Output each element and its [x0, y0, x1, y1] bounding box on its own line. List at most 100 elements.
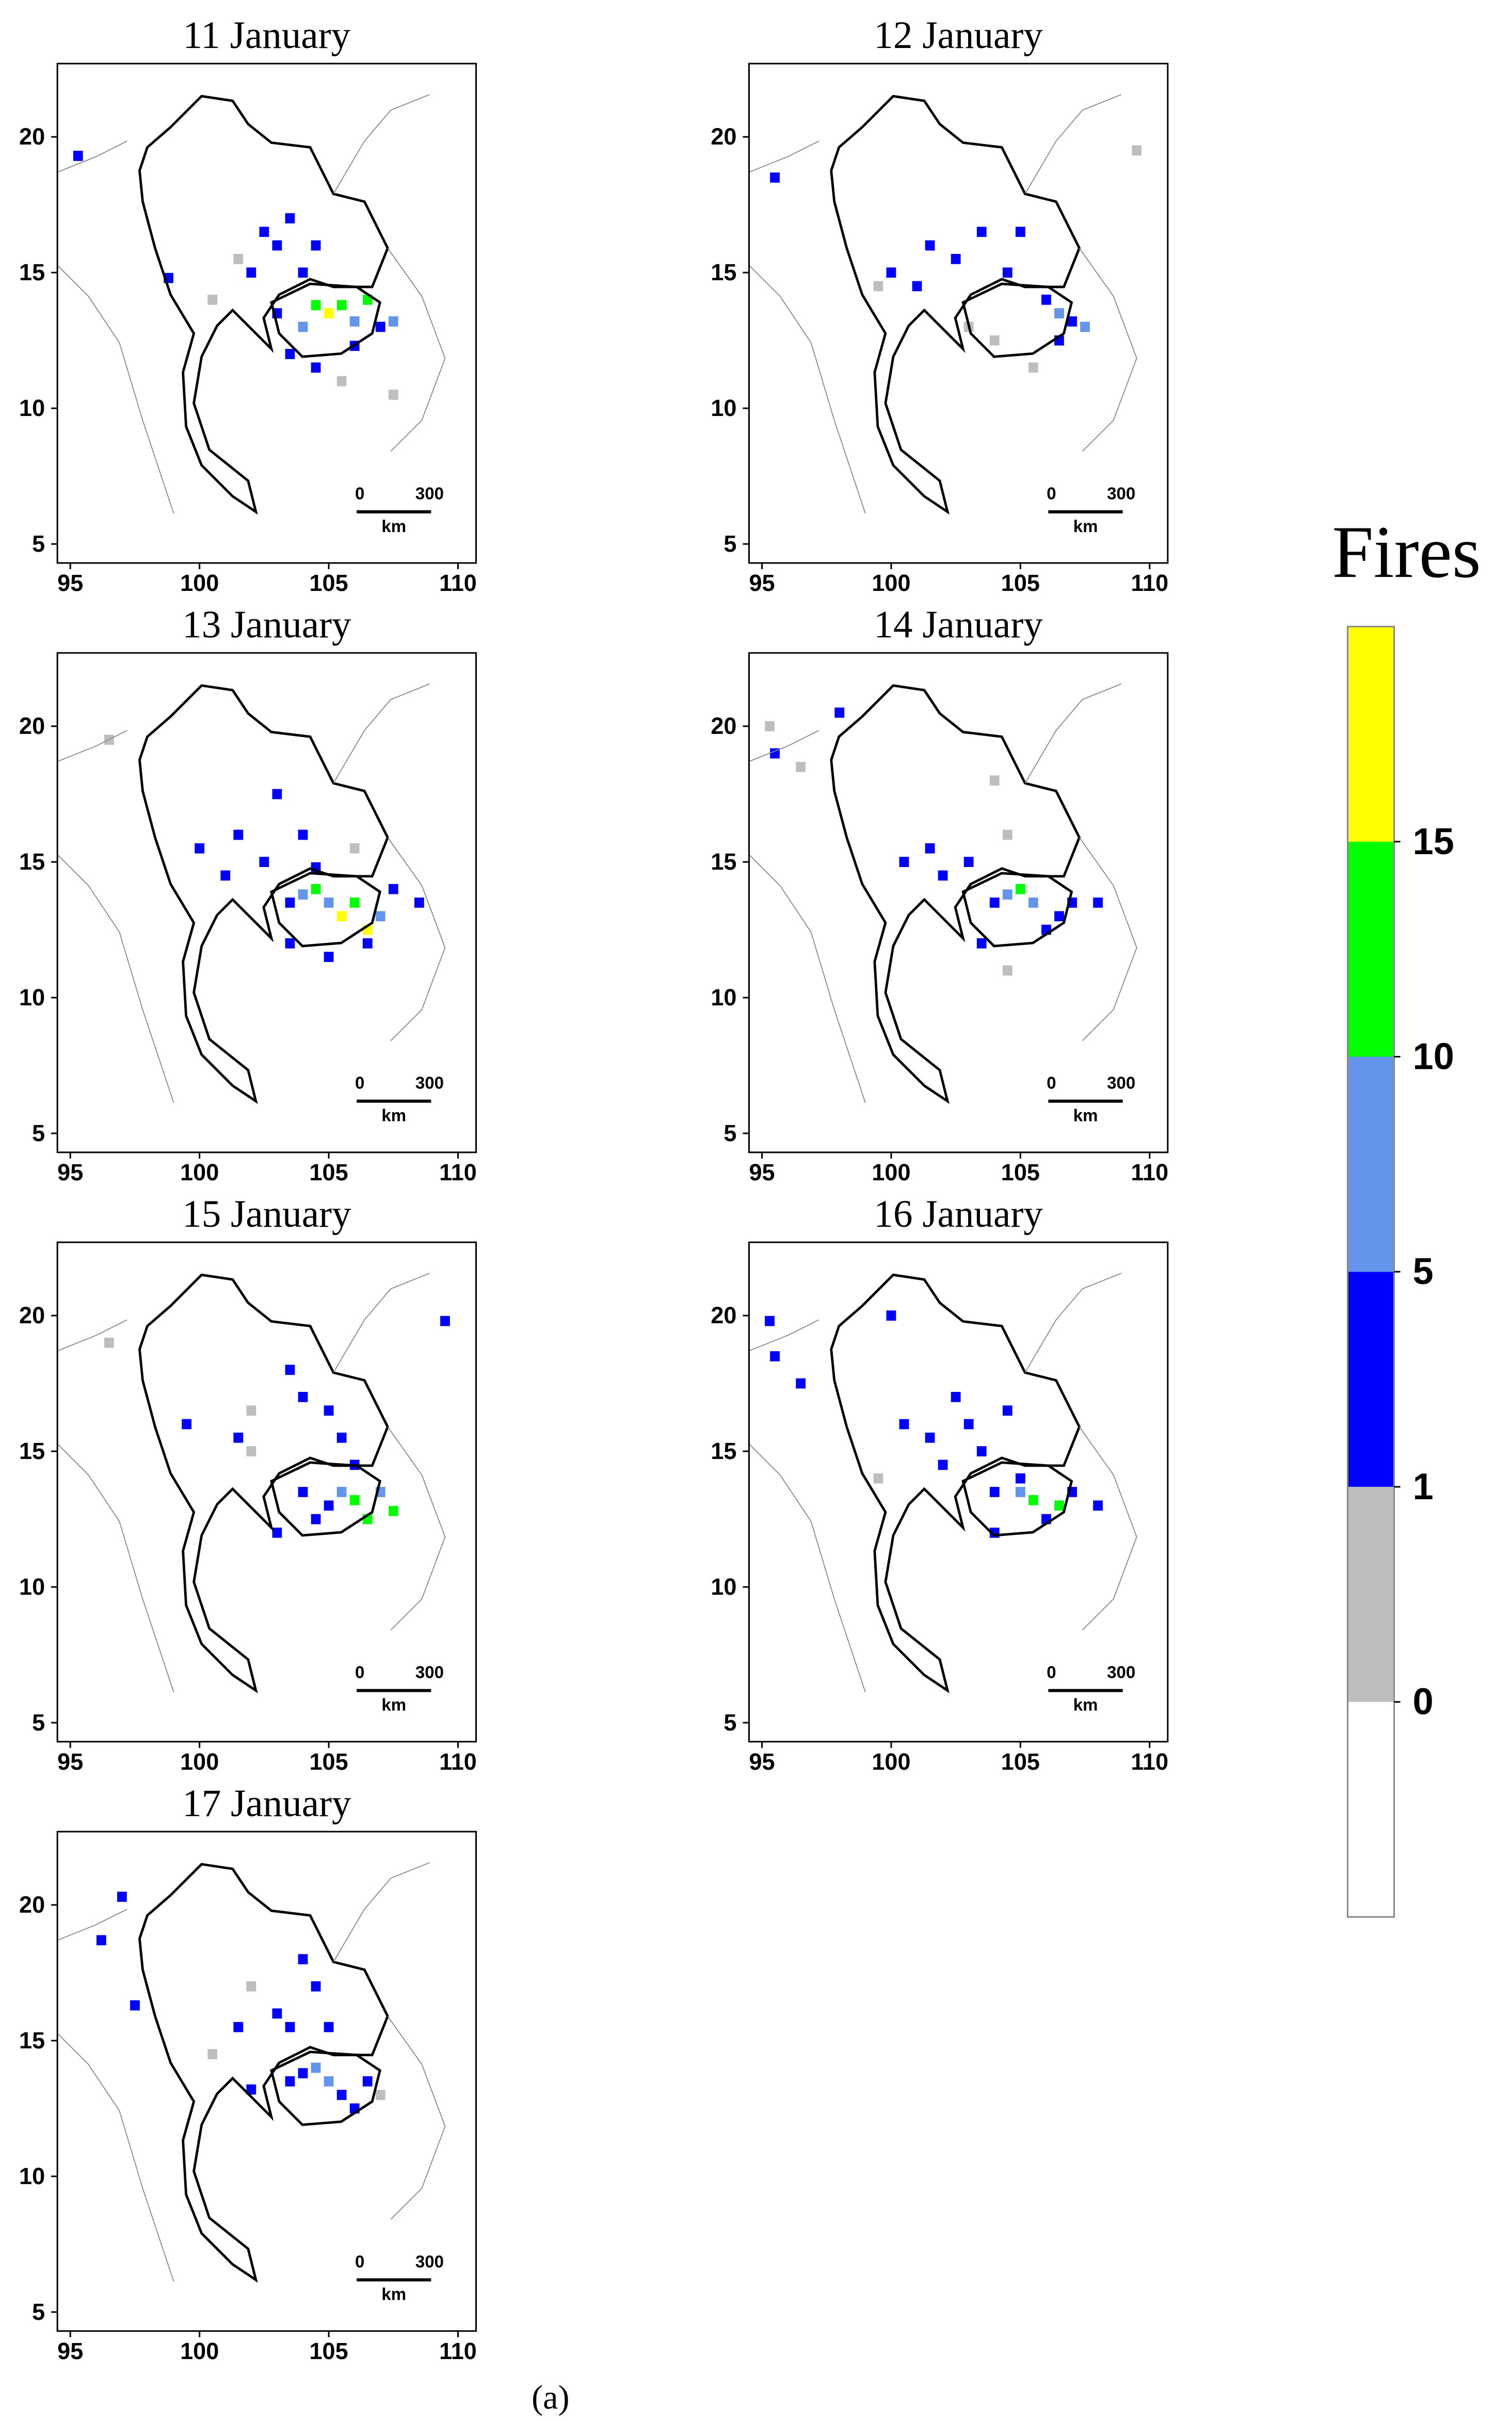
fire-cell [976, 227, 987, 237]
x-tick-label: 100 [180, 570, 219, 596]
x-tick-label: 95 [749, 1159, 775, 1185]
scale-bar-start: 0 [355, 1663, 364, 1682]
x-tick-label: 110 [439, 1159, 477, 1185]
fire-cell [298, 267, 308, 278]
fire-cell [311, 300, 321, 311]
fire-cell [1054, 308, 1064, 318]
x-tick-label: 110 [1131, 570, 1168, 596]
fire-cell [246, 1981, 256, 1992]
fire-cell [311, 2062, 321, 2073]
fire-cell [1002, 965, 1012, 976]
fire-cell [375, 322, 385, 332]
fire-cell [1054, 911, 1064, 922]
fire-cell [349, 1495, 360, 1505]
colorbar-label: 1 [1413, 1466, 1434, 1508]
fire-cell [1054, 1500, 1064, 1511]
fire-cell [1015, 1473, 1025, 1484]
x-tick-label: 95 [57, 570, 83, 596]
x-tick-label: 105 [1001, 1159, 1040, 1185]
map-panel: 15 January 95 100 105 110 5 10 15 20 0 300 km [19, 1193, 477, 1775]
fire-cell [362, 938, 373, 949]
fire-cell [989, 1487, 1000, 1497]
fire-cell [349, 316, 360, 327]
x-tick-label: 100 [872, 570, 910, 596]
fire-cell [336, 376, 347, 387]
x-tick-label: 105 [309, 570, 348, 596]
y-tick-label: 15 [711, 259, 736, 285]
fire-cell [336, 911, 347, 922]
fire-cell [899, 857, 909, 867]
colorbar-label: 0 [1413, 1681, 1434, 1723]
x-tick-label: 95 [749, 570, 775, 596]
fire-cell [298, 1954, 308, 1965]
y-tick-label: 5 [32, 1120, 45, 1146]
fire-cell [765, 721, 775, 732]
y-tick-label: 20 [19, 123, 45, 150]
fire-cell [886, 1310, 896, 1321]
scale-bar-end: 300 [415, 485, 444, 504]
fire-cell [925, 240, 935, 251]
map-panel: 17 January 95 100 105 110 5 10 15 20 0 300 km [19, 1782, 477, 2364]
fire-cell [388, 389, 398, 400]
fire-cell [195, 843, 205, 854]
y-tick-label: 15 [19, 848, 45, 875]
scale-bar-start: 0 [1047, 1074, 1056, 1093]
x-tick-label: 95 [57, 2338, 83, 2364]
y-tick-label: 20 [19, 1302, 45, 1328]
fire-cell [388, 316, 398, 327]
fire-cell [246, 1446, 256, 1456]
fire-cell [899, 1419, 909, 1430]
fire-cell [1080, 322, 1090, 332]
fire-cell [375, 2090, 385, 2101]
fire-cell [1093, 1500, 1103, 1511]
fire-cell [388, 1505, 398, 1516]
fire-cell [207, 294, 218, 305]
scale-bar-end: 300 [415, 2252, 444, 2271]
fire-cell [336, 300, 347, 311]
fire-cell [1028, 362, 1038, 373]
x-tick-label: 95 [749, 1749, 775, 1775]
fire-cell [324, 2076, 334, 2087]
fire-cell [285, 213, 295, 223]
fire-cell [963, 857, 974, 867]
map-frame [56, 62, 477, 564]
fire-cell [285, 349, 295, 359]
scale-bar-unit: km [381, 1696, 406, 1715]
fire-cell [272, 1527, 282, 1538]
fire-cell [1002, 889, 1012, 900]
fire-cell [976, 938, 987, 949]
x-tick-label: 105 [1001, 570, 1040, 596]
fire-cell [285, 1365, 295, 1375]
colorbar-label: 5 [1413, 1251, 1434, 1292]
fire-cell [130, 2000, 140, 2011]
fire-cell [233, 253, 244, 264]
scale-bar-start: 0 [355, 1074, 364, 1093]
map-panel: 14 January 95 100 105 110 5 10 15 20 0 300 km [711, 603, 1169, 1185]
fire-cell [311, 362, 321, 373]
x-tick-label: 95 [57, 1749, 83, 1775]
fire-cell [259, 857, 269, 867]
fire-cell [298, 1392, 308, 1402]
x-tick-label: 100 [180, 1749, 219, 1775]
panel-title: 12 January [874, 14, 1043, 57]
y-tick-label: 10 [711, 395, 736, 421]
x-tick-label: 110 [1131, 1749, 1168, 1775]
fire-cell [938, 870, 948, 881]
y-tick-label: 10 [19, 984, 45, 1011]
scale-bar-end: 300 [1107, 1663, 1135, 1682]
y-tick-label: 10 [19, 395, 45, 421]
fire-cell [311, 1514, 321, 1525]
x-tick-label: 110 [439, 570, 477, 596]
map-frame [56, 652, 477, 1153]
caption: (a) [532, 2379, 569, 2416]
y-tick-label: 20 [711, 713, 736, 739]
fire-cell [73, 151, 83, 161]
colorbar-label: 10 [1413, 1036, 1454, 1078]
fire-cell [246, 1405, 256, 1416]
fire-cell [285, 2076, 295, 2087]
y-tick-label: 20 [711, 123, 736, 150]
colorbar-band [1347, 841, 1394, 1057]
fire-cell [324, 1405, 334, 1416]
scale-bar-unit: km [381, 1107, 406, 1126]
fire-cell [796, 1378, 806, 1389]
